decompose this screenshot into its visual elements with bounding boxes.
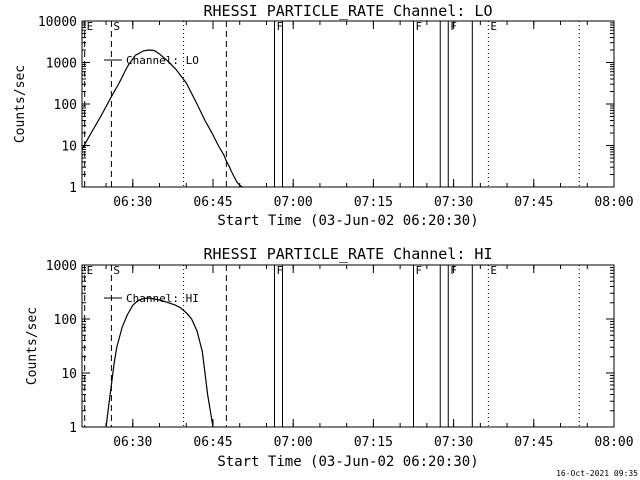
y-tick-label-hi: 1000 [46, 259, 77, 274]
x-tick-label-lo: 06:45 [193, 195, 232, 210]
x-tick-label-lo: 07:00 [274, 195, 313, 210]
x-tick-label-lo: 07:45 [514, 195, 553, 210]
y-tick-label-lo: 1000 [46, 57, 77, 72]
x-tick-label-hi: 07:00 [274, 435, 313, 450]
footer-timestamp: 16-Oct-2021 09:35 [556, 469, 638, 478]
y-tick-label-lo: 1 [69, 181, 77, 196]
panel-hi: RHESSI PARTICLE_RATE Channel: HI Start T… [25, 245, 634, 470]
event-marker-label-lo: E [87, 20, 94, 33]
y-tick-label-hi: 10 [61, 367, 77, 382]
chart-title-lo: RHESSI PARTICLE_RATE Channel: LO [204, 2, 493, 20]
event-marker-label-hi: F [415, 264, 422, 277]
y-tick-label-lo: 100 [54, 98, 77, 113]
y-axis-label-hi: Counts/sec [25, 307, 40, 385]
legend-label-lo: Channel: LO [126, 54, 199, 67]
y-axis-label-lo: Counts/sec [13, 65, 28, 143]
event-marker-label-hi: E [87, 264, 94, 277]
y-tick-label-hi: 1 [69, 421, 77, 436]
plot-frame-hi [81, 264, 615, 428]
x-tick-label-lo: 08:00 [594, 195, 633, 210]
event-marker-label-lo: E [490, 20, 497, 33]
event-marker-label-hi: S [113, 264, 120, 277]
y-tick-label-hi: 100 [54, 313, 77, 328]
event-marker-label-lo: F [450, 20, 457, 33]
x-tick-label-hi: 07:45 [514, 435, 553, 450]
y-tick-label-lo: 10000 [38, 15, 77, 30]
x-axis-label-hi: Start Time (03-Jun-02 06:20:30) [217, 454, 478, 470]
plot-frame-lo [81, 20, 615, 188]
event-marker-label-hi: E [490, 264, 497, 277]
event-marker-label-hi: F [450, 264, 457, 277]
chart-title-hi: RHESSI PARTICLE_RATE Channel: HI [204, 245, 493, 263]
event-marker-label-lo: F [276, 20, 283, 33]
x-tick-label-hi: 08:00 [594, 435, 633, 450]
series-line-hi [105, 297, 214, 428]
x-tick-label-lo: 06:30 [113, 195, 152, 210]
event-marker-label-lo: F [415, 20, 422, 33]
x-axis-label-lo: Start Time (03-Jun-02 06:20:30) [217, 213, 478, 229]
event-marker-label-lo: S [113, 20, 120, 33]
x-tick-label-hi: 06:45 [193, 435, 232, 450]
x-tick-label-hi: 06:30 [113, 435, 152, 450]
legend-label-hi: Channel: HI [126, 292, 199, 305]
y-tick-label-lo: 10 [61, 140, 77, 155]
series-line-lo [81, 49, 243, 188]
x-tick-label-lo: 07:30 [434, 195, 473, 210]
event-marker-label-hi: F [276, 264, 283, 277]
x-tick-label-lo: 07:15 [354, 195, 393, 210]
panel-lo: RHESSI PARTICLE_RATE Channel: LO Start T… [13, 2, 634, 229]
x-tick-label-hi: 07:30 [434, 435, 473, 450]
x-tick-label-hi: 07:15 [354, 435, 393, 450]
